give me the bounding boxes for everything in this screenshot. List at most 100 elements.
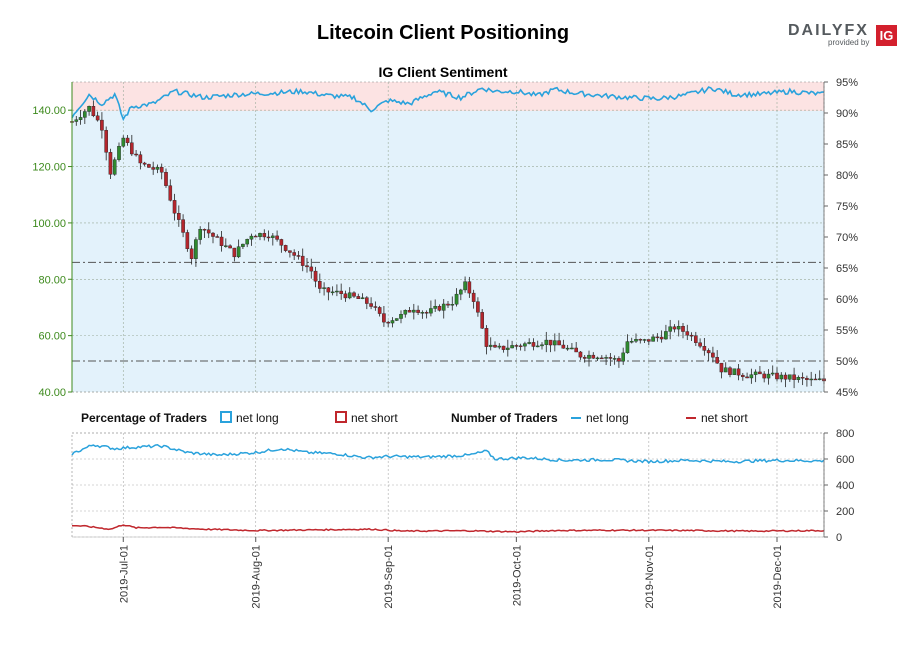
price-candle [587, 354, 591, 359]
legend-num-title: Number of Traders [451, 411, 558, 425]
price-candle [407, 310, 412, 313]
price-candle [382, 313, 386, 323]
price-candle [741, 374, 745, 378]
traders-tick-label: 400 [836, 480, 854, 492]
price-candle [565, 347, 570, 350]
price-tick-label: 60.00 [38, 331, 66, 343]
price-candle [245, 238, 249, 245]
traders-tick-label: 0 [836, 532, 842, 544]
price-candle [600, 357, 604, 360]
price-candle [604, 357, 608, 359]
price-candle [215, 236, 220, 238]
price-candle [87, 106, 91, 112]
price-candle [275, 235, 279, 240]
percent-tick-label: 75% [836, 201, 858, 213]
price-candle [664, 331, 668, 340]
price-candle [535, 345, 540, 348]
ig-logo: IG [876, 25, 897, 46]
price-candle [792, 374, 796, 380]
price-candle [476, 301, 480, 313]
price-candle [399, 314, 403, 319]
price-candle [459, 289, 463, 295]
date-tick-label: 2019-Jul-01 [118, 545, 130, 603]
price-candle [288, 250, 292, 253]
price-candle [570, 347, 574, 350]
price-candle [172, 200, 177, 214]
price-tick-label: 120.00 [32, 162, 66, 174]
date-tick-label: 2019-Oct-01 [511, 545, 523, 606]
legend-pct-title: Percentage of Traders [81, 411, 207, 425]
price-candle [253, 235, 258, 238]
price-candle [591, 354, 596, 359]
price-candle [78, 117, 83, 120]
price-candle [698, 342, 702, 347]
price-candle [578, 351, 583, 358]
price-candle [548, 339, 553, 346]
price-candle [313, 270, 318, 282]
price-candle [185, 232, 190, 250]
price-candle [762, 373, 766, 379]
price-candle [715, 356, 719, 364]
traders-axis: 0 200 400 600 800 [823, 428, 854, 544]
price-candle [168, 185, 173, 201]
price-candle [224, 245, 228, 247]
price-candle [266, 236, 271, 239]
price-candle [617, 358, 621, 362]
price-candle [694, 335, 698, 343]
price-candle [672, 326, 677, 330]
price-candle [309, 266, 314, 272]
price-candle [484, 328, 489, 347]
price-candle [356, 296, 361, 300]
percent-tick-label: 50% [836, 356, 858, 368]
chart-title: Litecoin Client Positioning [316, 22, 570, 44]
legend: Percentage of Traders net long net short… [81, 411, 748, 425]
price-candle [159, 167, 164, 173]
price-candle [441, 303, 446, 311]
price-candle [488, 344, 493, 347]
percent-tick-label: 55% [836, 325, 858, 337]
price-candle [758, 371, 762, 375]
price-candle [151, 167, 155, 170]
price-candle [181, 219, 185, 233]
price-candle [753, 371, 758, 375]
price-candle [621, 352, 625, 362]
price-candle [420, 312, 425, 314]
price-candle [305, 265, 309, 268]
price-candle [723, 367, 728, 373]
price-candle [347, 292, 352, 299]
price-candle [283, 245, 288, 251]
traders-tick-label: 200 [836, 506, 854, 518]
price-candle [377, 307, 382, 314]
date-tick-label: 2019-Dec-01 [772, 545, 784, 609]
price-candle [394, 318, 399, 321]
price-candle [612, 358, 617, 360]
net-short-count-line [71, 524, 825, 533]
percent-tick-label: 90% [836, 108, 858, 120]
sentiment-panel: 40.00 60.00 80.00 100.00 120.00 140.00 45% 50%… [32, 77, 858, 399]
price-candle [655, 336, 660, 339]
price-candle [322, 287, 326, 289]
price-candle [518, 345, 523, 347]
price-candle [506, 347, 510, 350]
price-candle [527, 342, 531, 344]
price-candle [561, 344, 566, 349]
price-candle [177, 213, 181, 220]
percent-tick-label: 95% [836, 77, 858, 89]
price-candle [480, 312, 484, 329]
price-candle [219, 236, 224, 246]
price-candle [271, 235, 275, 238]
percent-tick-label: 85% [836, 139, 858, 151]
price-candle [104, 130, 108, 153]
price-candle [296, 255, 301, 257]
price-candle [817, 378, 822, 380]
price-candle [446, 303, 450, 306]
price-candle [544, 339, 549, 345]
price-candle [258, 233, 262, 237]
traders-tick-label: 600 [836, 454, 854, 466]
price-candle [711, 352, 715, 358]
percent-tick-label: 45% [836, 387, 858, 399]
legend-pct-short-label: net short [351, 411, 398, 425]
price-candle [647, 339, 651, 342]
price-candle [749, 374, 754, 379]
traders-grid [71, 432, 825, 538]
